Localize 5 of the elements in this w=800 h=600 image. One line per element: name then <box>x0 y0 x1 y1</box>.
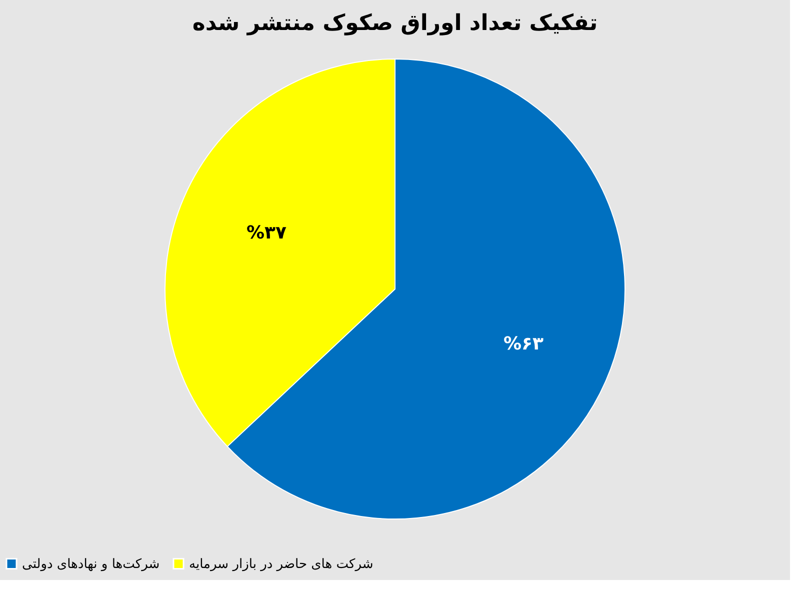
legend-label: شرکت‌ها و نهادهای دولتی <box>22 556 160 572</box>
chart-title: تفکیک تعداد اوراق صکوک منتشر شده <box>192 11 598 36</box>
data-label: %۳۷ <box>246 222 287 244</box>
data-label: %۶۳ <box>503 334 544 355</box>
legend-label: شرکت های حاضر در بازار سرمایه <box>189 556 374 572</box>
